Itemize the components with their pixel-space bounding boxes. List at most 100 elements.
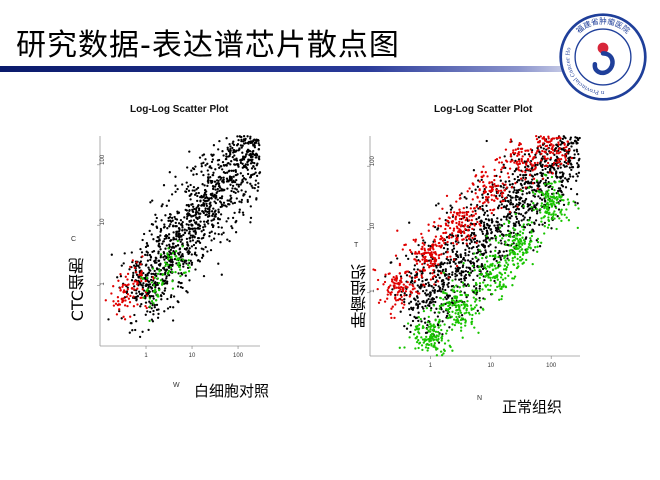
data-point [541,168,544,172]
data-point [421,258,424,261]
data-point [512,231,515,235]
data-point [560,213,563,216]
data-point [426,321,430,324]
data-point [438,253,441,257]
data-point [256,162,259,165]
data-point [508,210,512,214]
data-point [567,201,570,204]
data-point [167,258,170,261]
data-point [539,161,542,165]
data-point [421,338,425,341]
data-point [559,177,562,180]
data-point [213,180,217,183]
data-point [386,293,389,296]
data-point [523,160,526,163]
data-point [505,204,509,207]
data-point [175,233,178,236]
data-point [464,251,467,255]
data-point [548,198,552,202]
data-point [486,224,489,227]
data-point [520,150,523,154]
data-point [500,170,503,174]
data-point [149,302,152,305]
data-point [469,262,473,265]
data-point [501,278,505,281]
data-point [478,200,481,203]
data-point [532,164,535,167]
data-point [458,266,461,270]
data-point [523,201,526,204]
y-tick-label: 100 [370,156,376,167]
data-point [207,173,210,176]
seal-emblem-dot [597,42,609,54]
data-point [176,244,180,247]
data-point [478,240,481,243]
data-point [416,284,419,287]
data-point [527,153,531,156]
data-point [414,240,417,243]
data-point [423,260,426,264]
data-point [484,171,487,174]
data-point [155,226,159,230]
data-point [548,140,552,143]
data-point [506,172,510,175]
data-point [159,294,163,297]
data-point [178,227,181,230]
data-point [466,299,469,303]
data-point [544,144,547,148]
data-point [475,260,479,263]
data-point [472,266,476,269]
data-point [481,256,484,260]
data-point [547,219,551,223]
data-point [544,205,548,208]
data-point [560,198,564,202]
data-point [237,149,240,152]
data-point [171,287,175,290]
data-point [172,231,175,234]
data-point [437,224,440,227]
data-point [454,321,458,324]
data-point [471,198,474,201]
data-point [526,180,530,183]
data-point [138,266,141,269]
data-point [474,188,477,191]
data-point [241,174,245,178]
data-point [112,300,115,303]
data-point [488,288,492,292]
data-point [550,217,554,221]
data-point [428,338,431,341]
data-point [176,263,180,267]
data-point [559,196,562,199]
data-point [475,256,478,260]
data-point [465,284,468,288]
data-point [471,264,474,268]
data-point [488,239,491,242]
data-point [395,279,398,282]
data-point [167,269,171,273]
data-point [444,227,447,231]
data-point [496,275,499,278]
data-point [163,279,166,283]
data-point [188,250,191,254]
data-point [167,199,171,202]
data-point [216,187,219,191]
data-point [446,251,449,254]
data-point [565,165,568,168]
data-point [464,324,467,327]
data-point [489,276,492,280]
data-point [555,164,558,167]
data-point [172,246,176,249]
data-point [170,246,174,249]
data-point [118,308,121,311]
data-point [126,272,130,276]
data-point [462,262,465,265]
data-point [169,258,173,261]
data-point [537,195,540,198]
data-point [242,193,245,196]
data-point [476,309,479,312]
data-point [500,297,503,301]
data-point [212,185,215,188]
data-point [509,138,513,141]
data-point [434,346,437,349]
data-point [497,252,500,255]
